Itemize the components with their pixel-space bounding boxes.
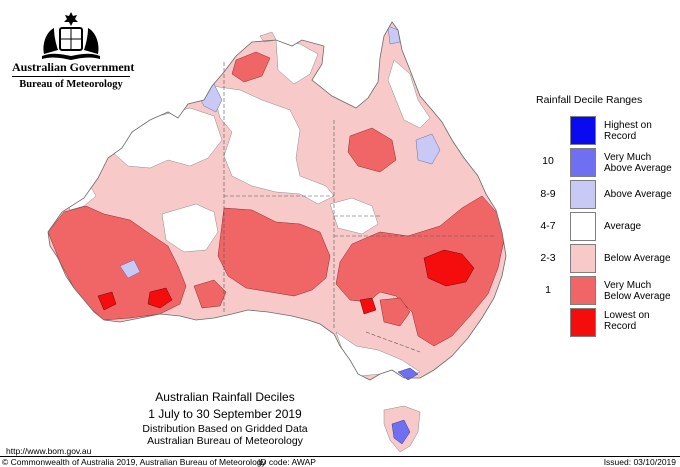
legend-swatch-highest [570,116,596,145]
legend-swatch-lowest [570,308,596,337]
legend-label-average: Average [604,221,642,232]
lowest-on-record-regions [97,249,475,315]
legend-label-below: Below Average [604,253,671,264]
bureau-title: Bureau of Meteorology [19,79,123,90]
issued-date: Issued: 03/10/2019 [603,457,676,467]
legend-label-very-much-below: Very Much Below Average [604,280,671,302]
legend-label-above: Above Average [604,189,672,200]
header-divider [12,76,130,77]
legend-title: Rainfall Decile Ranges [536,94,643,106]
coastline [47,21,507,381]
tasmania [383,405,421,453]
legend-swatch-average [570,212,596,241]
map-title: Australian Rainfall Deciles [155,390,295,404]
government-title: Australian Government [12,60,135,74]
legend-swatch-below [570,244,596,273]
map-period: 1 July to 30 September 2019 [148,407,302,421]
legend-range-above: 8-9 [540,188,556,200]
legend-label-highest: Highest on Record [604,120,652,142]
very-much-below-average-regions [48,51,505,347]
legend-range-below: 2-3 [540,252,556,264]
footer-divider [0,456,680,457]
legend-range-very-much-above: 10 [542,155,554,167]
coat-of-arms-icon [42,12,100,60]
legend-swatch-very-much-above [570,148,596,177]
state-borders [223,62,496,353]
map-source: Australian Bureau of Meteorology [147,435,303,447]
legend-swatch-very-much-below [570,276,596,305]
average-regions [65,39,431,379]
legend-range-average: 4-7 [540,220,556,232]
copyright-text: © Commonwealth of Australia 2019, Austra… [2,457,266,467]
legend-swatch-above [570,180,596,209]
map-basis: Distribution Based on Gridded Data [142,423,308,435]
victoria-blue-patch [397,367,419,381]
legend-range-very-much-below: 1 [545,284,551,296]
website-link[interactable]: http://www.bom.gov.au [6,446,92,456]
legend-label-lowest: Lowest on Record [604,310,650,332]
id-code: ID code: AWAP [258,457,316,467]
legend-label-very-much-above: Very Much Above Average [604,152,672,174]
